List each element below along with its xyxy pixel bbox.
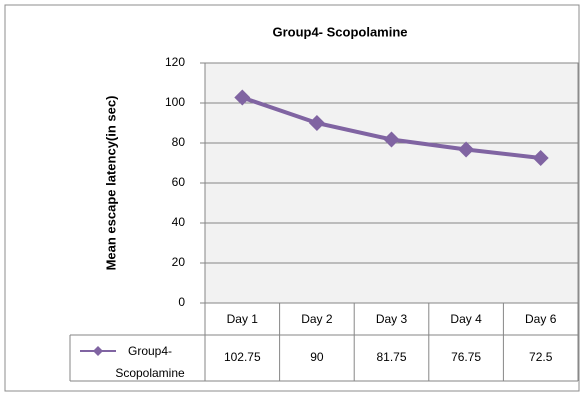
x-tick-label: Day 6 [525,312,557,326]
y-tick-label: 120 [165,55,185,69]
table-value: 76.75 [451,350,481,364]
y-tick-label: 0 [178,295,185,309]
data-point [383,131,400,148]
x-tick-label: Day 2 [301,312,333,326]
x-tick-label: Day 1 [227,312,259,326]
data-point [458,141,475,158]
data-point [532,150,549,166]
y-tick-label: 40 [172,215,186,229]
data-point [308,115,325,131]
legend-entry: Group4- Scopolamine [115,344,185,380]
y-tick-label: 100 [165,95,185,109]
table-value: 81.75 [376,350,406,364]
y-tick-label: 80 [172,135,186,149]
table-value: 90 [310,350,324,364]
table-value: 72.5 [529,350,553,364]
data-point [234,89,251,106]
y-axis-label: Mean escape latency(in sec) [103,96,118,271]
y-tick-label: 60 [172,175,186,189]
table-value: 102.75 [224,350,261,364]
x-tick-label: Day 3 [376,312,408,326]
y-tick-label: 20 [172,255,186,269]
legend-marker [93,346,103,356]
x-tick-label: Day 4 [450,312,482,326]
chart-title: Group4- Scopolamine [272,24,407,39]
